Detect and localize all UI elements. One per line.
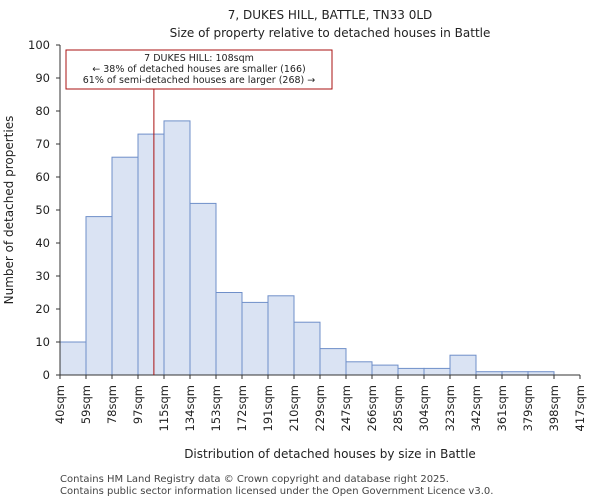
marker-group: 7 DUKES HILL: 108sqm← 38% of detached ho… xyxy=(65,49,333,375)
bar-97sqm xyxy=(137,133,165,376)
bar-115sqm xyxy=(163,120,191,376)
x-tick-label: 247sqm xyxy=(339,385,353,431)
x-tick-label: 153sqm xyxy=(209,385,223,431)
footer-line-2: Contains public sector information licen… xyxy=(60,486,493,497)
bar-172sqm xyxy=(241,301,269,376)
bar-247sqm xyxy=(345,361,373,376)
bar-285sqm xyxy=(397,367,425,376)
x-tick-label: 172sqm xyxy=(235,385,249,431)
x-tick-label: 342sqm xyxy=(469,385,483,431)
x-tick-label: 59sqm xyxy=(79,385,93,424)
bar-266sqm xyxy=(371,364,399,376)
x-tick-label: 266sqm xyxy=(365,385,379,431)
x-tick-label: 78sqm xyxy=(105,385,119,424)
footer-line-1: Contains HM Land Registry data © Crown c… xyxy=(60,474,449,485)
axes-group: 0 10 20 30 40 50 60 70 80 90 100 40sqm 59sqm 78sqm 97s… xyxy=(28,38,587,431)
bar-229sqm xyxy=(319,348,347,376)
y-tick-label: 30 xyxy=(35,269,50,283)
bars-group xyxy=(59,120,555,376)
x-tick-label: 229sqm xyxy=(313,385,327,431)
bar-134sqm xyxy=(189,202,217,376)
y-tick-label: 100 xyxy=(28,38,50,52)
x-tick-label: 379sqm xyxy=(521,385,535,431)
y-tick-label: 50 xyxy=(35,203,50,217)
x-tick-label: 398sqm xyxy=(547,385,561,431)
chart-subtitle: Size of property relative to detached ho… xyxy=(170,26,491,40)
x-tick-label: 191sqm xyxy=(261,385,275,431)
annotation-line: ← 38% of detached houses are smaller (16… xyxy=(92,64,305,75)
bar-210sqm xyxy=(293,321,321,376)
x-tick-label: 97sqm xyxy=(131,385,145,424)
y-tick-label: 0 xyxy=(43,368,50,382)
x-tick-label: 304sqm xyxy=(417,385,431,431)
y-tick-label: 70 xyxy=(35,137,50,151)
bar-59sqm xyxy=(85,216,113,376)
x-axis-label: Distribution of detached houses by size … xyxy=(184,447,476,461)
x-tick-label: 361sqm xyxy=(495,385,509,431)
bar-78sqm xyxy=(111,156,139,376)
y-tick-label: 40 xyxy=(35,236,50,250)
bar-304sqm xyxy=(423,367,451,376)
y-tick-label: 80 xyxy=(35,104,50,118)
x-tick-label: 134sqm xyxy=(183,385,197,431)
y-axis-label: Number of detached properties xyxy=(2,116,16,305)
y-tick-label: 20 xyxy=(35,302,50,316)
x-tick-label: 115sqm xyxy=(157,385,171,431)
bar-191sqm xyxy=(267,295,295,376)
annotation-line: 7 DUKES HILL: 108sqm xyxy=(144,53,254,64)
bar-40sqm xyxy=(59,341,87,376)
annotation-box xyxy=(65,49,333,90)
x-tick-label: 417sqm xyxy=(573,385,587,431)
annotation-line: 61% of semi-detached houses are larger (… xyxy=(83,75,316,86)
bar-153sqm xyxy=(215,292,243,376)
x-tick-label: 323sqm xyxy=(443,385,457,431)
x-tick-label: 285sqm xyxy=(391,385,405,431)
bar-323sqm xyxy=(449,354,477,376)
y-tick-label: 90 xyxy=(35,71,50,85)
x-tick-label: 210sqm xyxy=(287,385,301,431)
y-tick-label: 10 xyxy=(35,335,50,349)
chart-title: 7, DUKES HILL, BATTLE, TN33 0LD xyxy=(228,8,433,22)
x-tick-label: 40sqm xyxy=(53,385,67,424)
y-tick-label: 60 xyxy=(35,170,50,184)
